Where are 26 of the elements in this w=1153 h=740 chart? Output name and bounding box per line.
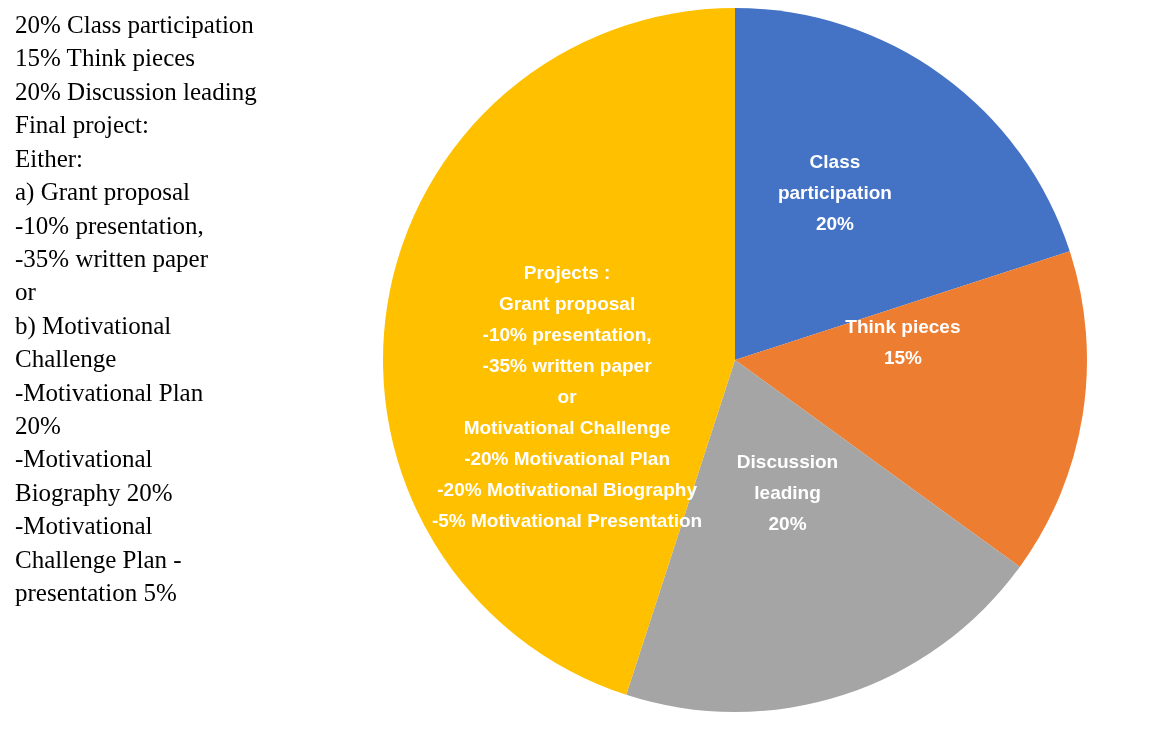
text: -Motivational <box>15 512 153 540</box>
data-label: 20% <box>768 512 807 534</box>
pie-slice <box>383 8 735 695</box>
text: Biography 20% <box>15 478 173 506</box>
text: 15% Think pieces <box>15 44 196 72</box>
text: or <box>15 278 37 306</box>
text: Challenge Plan - <box>15 545 182 573</box>
text: b) Motivational <box>15 311 172 340</box>
text: 20% Discussion leading <box>15 77 258 105</box>
pie-slice <box>735 251 1087 567</box>
text: -Motivational Plan <box>15 378 204 406</box>
data-label: 15% <box>883 346 923 368</box>
slice-label: Discussion leading <box>736 450 839 503</box>
text: -Motivational <box>15 445 153 473</box>
text: -10% presentation, <box>15 211 204 239</box>
text: Final project: <box>15 111 149 139</box>
text: Either: <box>15 144 84 172</box>
text: 20% <box>15 412 61 439</box>
slice-label: Think pieces <box>845 315 961 337</box>
data-label: 20% <box>815 213 855 235</box>
text: a) Grant proposal <box>15 178 190 207</box>
text: -35% written paper <box>15 244 209 272</box>
slice-label: Class participation <box>777 151 892 204</box>
text: presentation 5% <box>15 579 177 607</box>
text: Challenge <box>15 345 117 373</box>
text: 20% Class participation <box>15 11 255 39</box>
